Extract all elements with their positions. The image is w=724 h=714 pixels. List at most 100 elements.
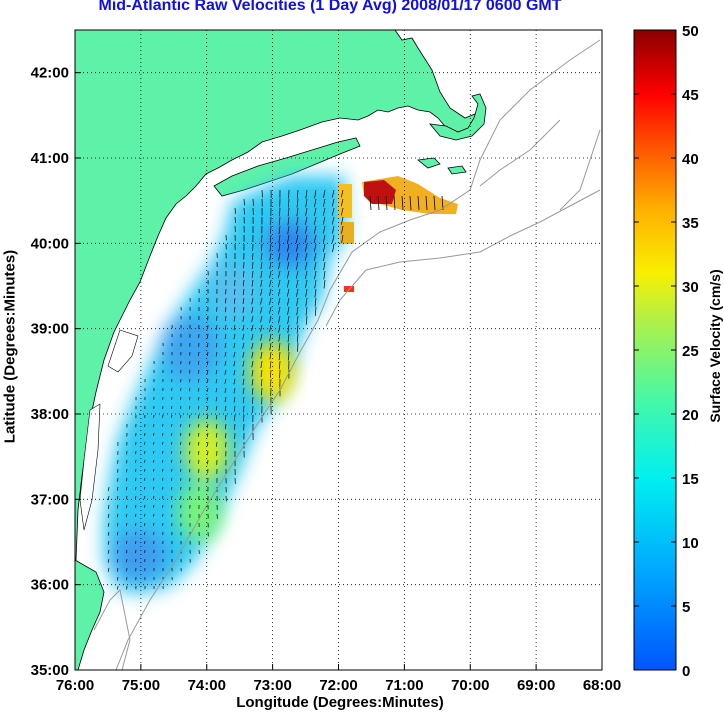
velocity-vector <box>215 369 218 375</box>
velocity-vector <box>224 315 227 322</box>
velocity-vector <box>269 369 272 378</box>
velocity-vector <box>323 279 326 289</box>
velocity-vector <box>197 441 200 446</box>
velocity-vector <box>197 387 200 392</box>
cape-cod <box>429 93 487 141</box>
velocity-vector <box>225 306 227 313</box>
velocity-vector <box>162 477 164 481</box>
velocity-vector <box>125 540 128 545</box>
velocity-vector <box>126 468 128 473</box>
velocity-vector <box>197 369 200 374</box>
velocity-vector <box>189 468 191 473</box>
velocity-vector <box>305 198 308 208</box>
velocity-vector <box>314 189 317 199</box>
x-tick-label: 74:00 <box>188 677 226 694</box>
velocity-vector <box>341 234 344 243</box>
velocity-vector <box>107 540 110 545</box>
velocity-vector <box>107 531 110 536</box>
x-tick-label: 71:00 <box>385 677 423 694</box>
velocity-vector <box>197 414 200 419</box>
velocity-vector <box>269 315 272 323</box>
velocity-vector <box>393 195 396 211</box>
velocity-vector <box>144 504 146 508</box>
velocity-vector <box>107 567 110 572</box>
velocity-vector <box>215 405 218 411</box>
colorbar-ticks: 0 5 10 15 20 25 30 35 40 45 50 <box>634 23 699 680</box>
velocity-vector <box>242 387 245 395</box>
y-tick-label: 36:00 <box>31 577 69 594</box>
velocity-vector <box>233 351 236 358</box>
velocity-vector <box>314 297 317 307</box>
velocity-vector <box>269 243 272 252</box>
velocity-vector <box>242 315 245 322</box>
velocity-vector <box>144 450 146 454</box>
velocity-vector <box>117 567 119 572</box>
velocity-vector <box>144 522 146 526</box>
velocity-vector <box>277 288 281 297</box>
colorbar-tick-label: 35 <box>682 215 699 232</box>
velocity-vector <box>323 189 326 199</box>
velocity-vector <box>314 306 317 316</box>
velocity-vector <box>107 549 110 554</box>
velocity-vector <box>207 333 209 339</box>
velocity-vector <box>171 423 173 427</box>
velocity-vector <box>197 423 200 428</box>
velocity-vector <box>233 360 236 367</box>
x-tick-label: 76:00 <box>56 677 94 694</box>
velocity-vector <box>332 234 335 243</box>
velocity-vector <box>233 387 236 394</box>
velocity-vector <box>323 252 326 262</box>
velocity-vector <box>180 459 182 464</box>
velocity-vector <box>304 252 308 261</box>
colorbar-tick-label: 20 <box>682 407 699 424</box>
x-tick-label: 68:00 <box>583 677 621 694</box>
velocity-vector <box>108 486 110 492</box>
velocity-vector <box>252 252 254 260</box>
nantucket-hot <box>364 180 396 204</box>
velocity-vector <box>251 378 254 386</box>
velocity-vector <box>425 195 428 211</box>
velocity-vector <box>401 195 404 211</box>
velocity-vector <box>180 405 182 410</box>
field-slow-4 <box>210 262 254 318</box>
velocity-vector <box>278 333 281 342</box>
velocity-vector <box>224 387 227 393</box>
velocity-vector <box>278 306 281 315</box>
velocity-vector <box>144 459 146 463</box>
velocity-vector <box>206 396 209 401</box>
velocity-vector <box>251 387 254 395</box>
velocity-vector <box>135 531 137 535</box>
velocity-vector <box>288 351 290 361</box>
velocity-vector <box>117 477 119 482</box>
velocity-hotspot <box>250 341 295 402</box>
velocity-vector <box>126 558 128 563</box>
y-tick-label: 37:00 <box>31 491 69 508</box>
velocity-vector <box>162 486 164 490</box>
velocity-vector <box>207 450 209 456</box>
velocity-vector <box>322 198 326 207</box>
velocity-vector <box>331 207 335 216</box>
velocity-vector <box>188 423 191 428</box>
velocity-vector <box>305 207 308 217</box>
velocity-vector <box>269 261 272 270</box>
velocity-vector <box>287 333 290 343</box>
velocity-vector <box>116 540 119 545</box>
velocity-vector <box>369 195 372 211</box>
velocity-vector <box>189 459 191 464</box>
velocity-vector <box>314 261 317 271</box>
velocity-vector <box>144 486 146 490</box>
velocity-vector <box>296 297 299 307</box>
velocity-vector <box>323 270 326 280</box>
velocity-vector <box>233 333 236 340</box>
velocity-vector <box>295 279 299 288</box>
velocity-vector <box>206 405 209 410</box>
velocity-vector <box>116 549 119 554</box>
velocity-vector <box>242 369 245 376</box>
velocity-vector <box>341 216 344 225</box>
y-tick-label: 35:00 <box>31 662 69 679</box>
velocity-vector <box>331 225 335 234</box>
velocity-vector <box>269 252 272 261</box>
velocity-vector <box>314 288 317 298</box>
colorbar-tick-label: 40 <box>682 151 699 168</box>
velocity-vector <box>242 360 245 367</box>
